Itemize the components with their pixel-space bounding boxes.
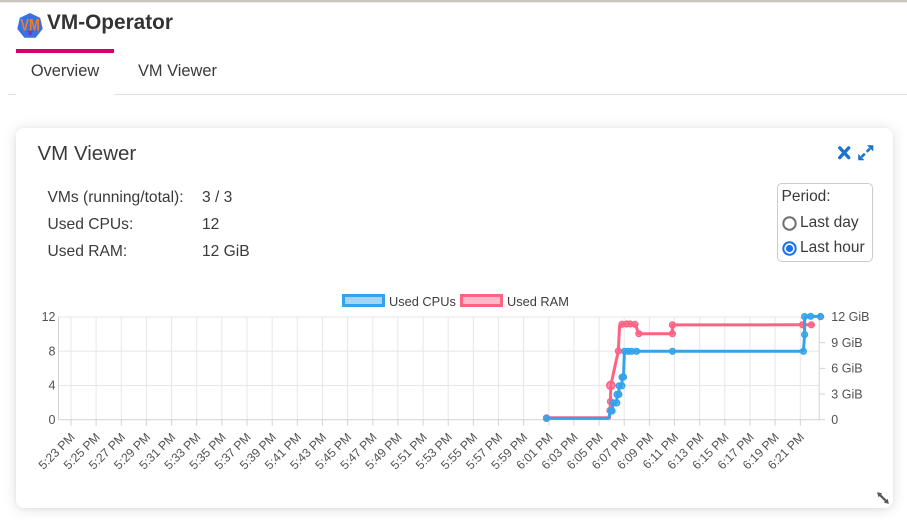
svg-text:0: 0 (831, 413, 838, 427)
svg-text:12 GiB: 12 GiB (831, 310, 869, 324)
svg-text:VM: VM (20, 16, 40, 34)
svg-text:0: 0 (49, 413, 56, 427)
svg-text:9 GiB: 9 GiB (831, 336, 862, 350)
svg-text:3 GiB: 3 GiB (831, 387, 862, 401)
svg-text:6 GiB: 6 GiB (831, 362, 862, 376)
svg-text:4: 4 (49, 379, 56, 393)
svg-text:12: 12 (42, 310, 56, 324)
svg-text:8: 8 (49, 345, 56, 359)
